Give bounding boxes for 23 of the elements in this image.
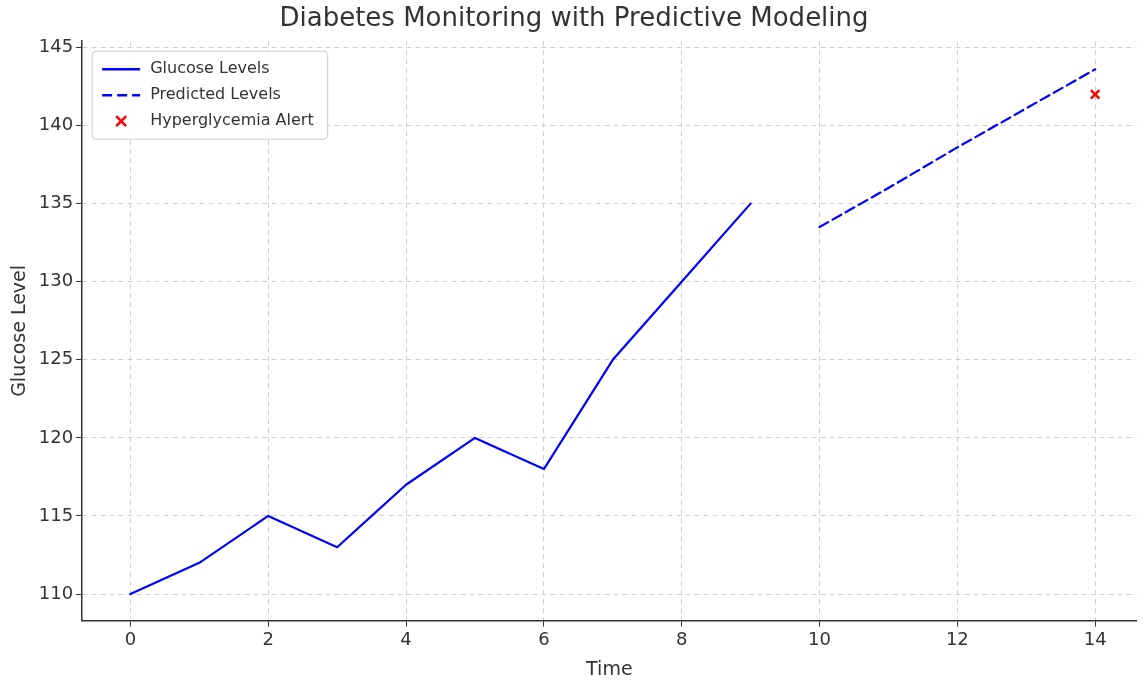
legend-label: Glucose Levels [150, 58, 270, 78]
legend-label: Predicted Levels [150, 84, 281, 104]
y-tick-label: 135 [38, 191, 74, 213]
y-tick-label: 110 [38, 581, 74, 603]
y-tick-label: 125 [38, 347, 74, 369]
y-tick-label: 140 [38, 113, 74, 135]
line-series [818, 68, 1097, 229]
x-tick-label: 6 [538, 628, 550, 650]
x-tick-label: 10 [808, 628, 831, 650]
y-tick-label: 145 [38, 35, 74, 57]
x-tick-label: 8 [675, 628, 688, 650]
x-tick-label: 14 [1083, 628, 1107, 650]
x-tick-label: 12 [945, 628, 969, 650]
x-tick-label: 4 [400, 628, 412, 650]
x-tick-label: 2 [262, 628, 274, 650]
y-tick-label: 130 [38, 269, 74, 291]
chart-title: Diabetes Monitoring with Predictive Modeling [279, 2, 869, 33]
y-tick-label: 115 [38, 503, 74, 525]
x-tick-label: 0 [124, 628, 137, 650]
x-axis-title: Time [585, 656, 633, 679]
y-axis-title: Glucose Level [7, 264, 30, 397]
legend-label: Hyperglycemia Alert [150, 110, 314, 130]
y-tick-label: 120 [38, 425, 74, 447]
